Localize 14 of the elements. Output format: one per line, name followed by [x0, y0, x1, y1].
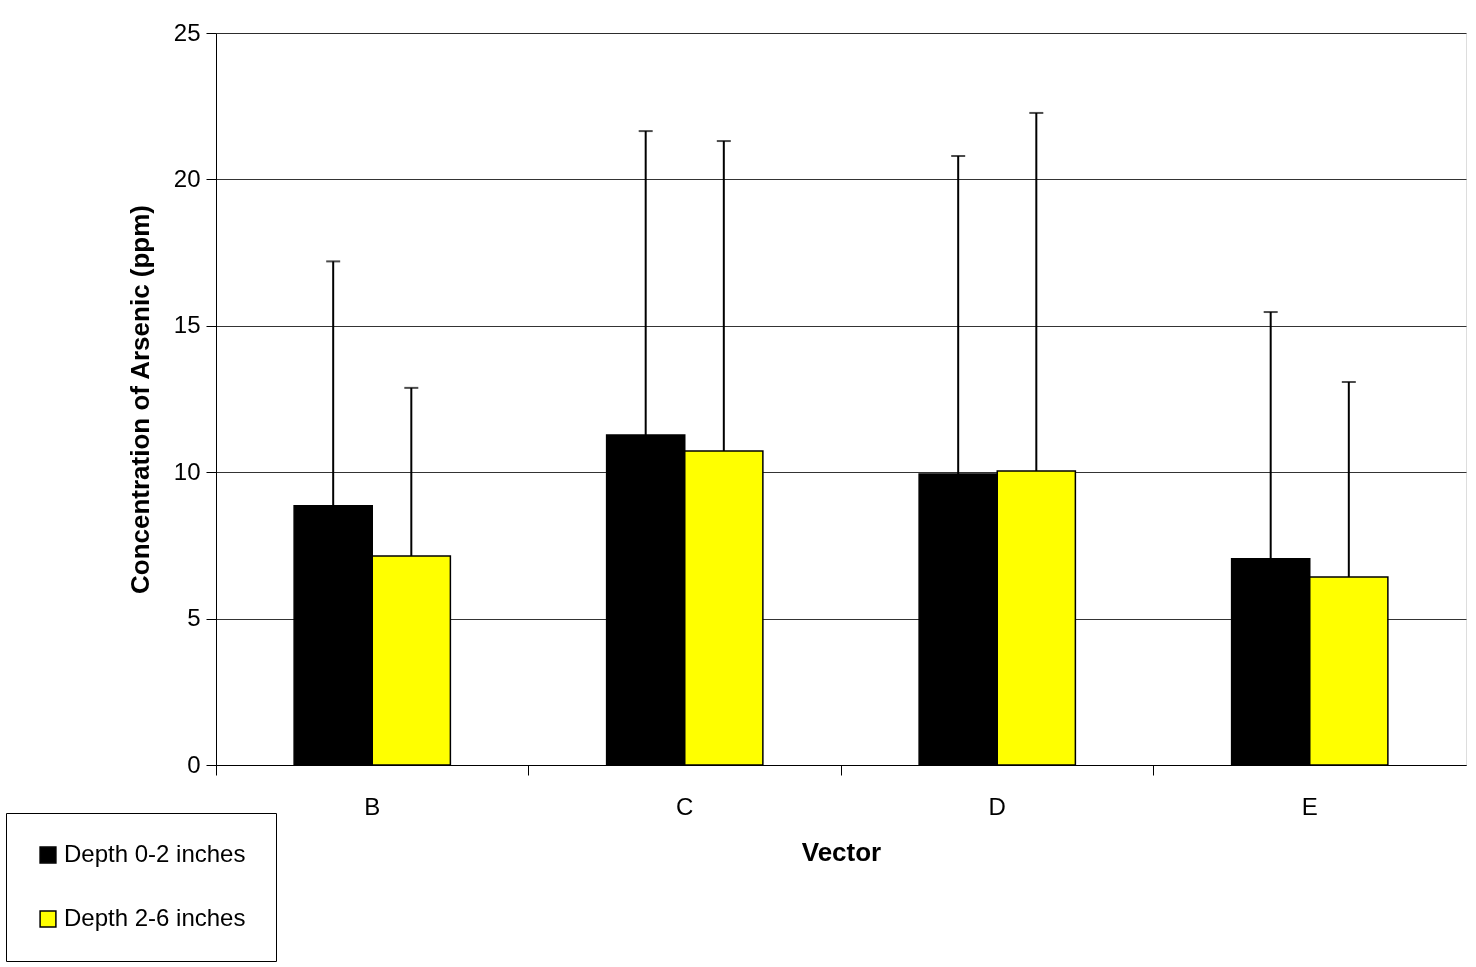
- legend-label: Depth 2-6 inches: [64, 904, 246, 931]
- y-tick-label: 0: [187, 750, 201, 778]
- y-tick-label: 5: [187, 604, 201, 632]
- x-tick-label: D: [988, 792, 1006, 820]
- legend-label: Depth 0-2 inches: [64, 840, 246, 867]
- y-tick-label: 25: [173, 18, 201, 46]
- x-axis-title: Vector: [801, 836, 882, 867]
- y-axis-title: Concentration of Arsenic (ppm): [124, 204, 155, 595]
- y-tick-label: 15: [173, 311, 201, 339]
- x-tick-label: C: [676, 792, 694, 820]
- y-tick-label: 10: [173, 457, 201, 485]
- x-tick-label: B: [364, 792, 381, 820]
- y-tick-label: 20: [173, 164, 201, 192]
- x-tick-label: E: [1301, 792, 1318, 820]
